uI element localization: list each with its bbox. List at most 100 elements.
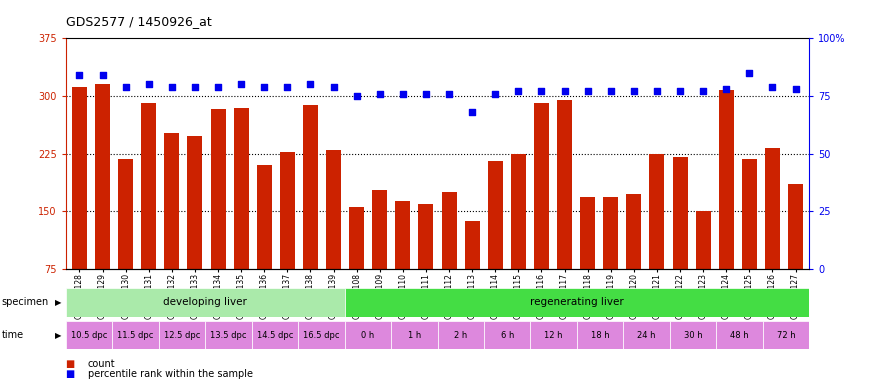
Text: 16.5 dpc: 16.5 dpc xyxy=(303,331,340,339)
Point xyxy=(511,88,525,94)
Point xyxy=(788,86,802,92)
Point xyxy=(234,81,248,88)
Bar xyxy=(72,87,87,269)
Bar xyxy=(487,161,503,269)
Point xyxy=(581,88,595,94)
Point xyxy=(535,88,549,94)
Text: regenerating liver: regenerating liver xyxy=(530,297,624,308)
Text: 1 h: 1 h xyxy=(408,331,421,339)
Point xyxy=(766,84,780,90)
Bar xyxy=(326,150,341,269)
Bar xyxy=(673,157,688,269)
Bar xyxy=(234,108,248,269)
Point xyxy=(211,84,225,90)
Point xyxy=(419,91,433,97)
Bar xyxy=(765,148,780,269)
Point xyxy=(95,72,109,78)
Bar xyxy=(396,201,410,269)
Point xyxy=(557,88,571,94)
Bar xyxy=(670,321,717,349)
Text: 0 h: 0 h xyxy=(361,331,374,339)
Point xyxy=(257,84,271,90)
Bar xyxy=(534,103,549,269)
Point xyxy=(466,109,480,115)
Bar xyxy=(511,154,526,269)
Bar xyxy=(256,165,272,269)
Bar xyxy=(577,321,623,349)
Bar xyxy=(164,133,179,269)
Bar xyxy=(649,154,664,269)
Point xyxy=(188,84,202,90)
Point xyxy=(73,72,87,78)
Point xyxy=(742,70,756,76)
Text: ■: ■ xyxy=(66,369,75,379)
Text: developing liver: developing liver xyxy=(163,297,247,308)
Bar xyxy=(742,159,757,269)
Bar xyxy=(623,321,670,349)
Text: count: count xyxy=(88,359,116,369)
Bar xyxy=(391,321,438,349)
Text: ■: ■ xyxy=(66,359,75,369)
Point xyxy=(696,88,710,94)
Text: 12 h: 12 h xyxy=(544,331,563,339)
Bar xyxy=(345,288,809,317)
Bar xyxy=(763,321,809,349)
Text: 11.5 dpc: 11.5 dpc xyxy=(117,331,153,339)
Bar xyxy=(349,207,364,269)
Bar xyxy=(603,197,619,269)
Bar xyxy=(788,184,803,269)
Bar xyxy=(718,90,734,269)
Point xyxy=(326,84,340,90)
Text: 24 h: 24 h xyxy=(637,331,656,339)
Point xyxy=(488,91,502,97)
Text: 12.5 dpc: 12.5 dpc xyxy=(164,331,200,339)
Bar xyxy=(557,100,572,269)
Text: ▶: ▶ xyxy=(55,331,61,339)
Point xyxy=(164,84,178,90)
Bar xyxy=(211,109,226,269)
Point xyxy=(650,88,664,94)
Point xyxy=(604,88,618,94)
Bar xyxy=(66,321,112,349)
Point xyxy=(304,81,318,88)
Bar xyxy=(580,197,595,269)
Point xyxy=(350,93,364,99)
Text: GDS2577 / 1450926_at: GDS2577 / 1450926_at xyxy=(66,15,212,28)
Text: 72 h: 72 h xyxy=(777,331,795,339)
Text: specimen: specimen xyxy=(2,297,49,308)
Text: 10.5 dpc: 10.5 dpc xyxy=(71,331,107,339)
Text: 6 h: 6 h xyxy=(500,331,514,339)
Text: time: time xyxy=(2,330,24,340)
Bar xyxy=(298,321,345,349)
Bar xyxy=(717,321,763,349)
Bar xyxy=(465,221,480,269)
Point xyxy=(626,88,640,94)
Bar xyxy=(112,321,158,349)
Text: 48 h: 48 h xyxy=(731,331,749,339)
Point xyxy=(673,88,687,94)
Point xyxy=(396,91,410,97)
Text: 14.5 dpc: 14.5 dpc xyxy=(256,331,293,339)
Text: 2 h: 2 h xyxy=(454,331,467,339)
Bar xyxy=(484,321,530,349)
Bar xyxy=(418,204,433,269)
Bar xyxy=(205,321,252,349)
Text: 13.5 dpc: 13.5 dpc xyxy=(210,331,247,339)
Bar xyxy=(280,152,295,269)
Point xyxy=(142,81,156,88)
Bar xyxy=(187,136,202,269)
Point xyxy=(719,86,733,92)
Bar xyxy=(303,105,318,269)
Text: 18 h: 18 h xyxy=(591,331,610,339)
Bar xyxy=(118,159,133,269)
Bar xyxy=(252,321,298,349)
Text: 30 h: 30 h xyxy=(684,331,703,339)
Bar xyxy=(626,194,641,269)
Bar xyxy=(696,211,710,269)
Bar xyxy=(372,190,388,269)
Bar xyxy=(438,321,484,349)
Bar xyxy=(442,192,457,269)
Bar xyxy=(345,321,391,349)
Bar xyxy=(95,84,110,269)
Point xyxy=(280,84,294,90)
